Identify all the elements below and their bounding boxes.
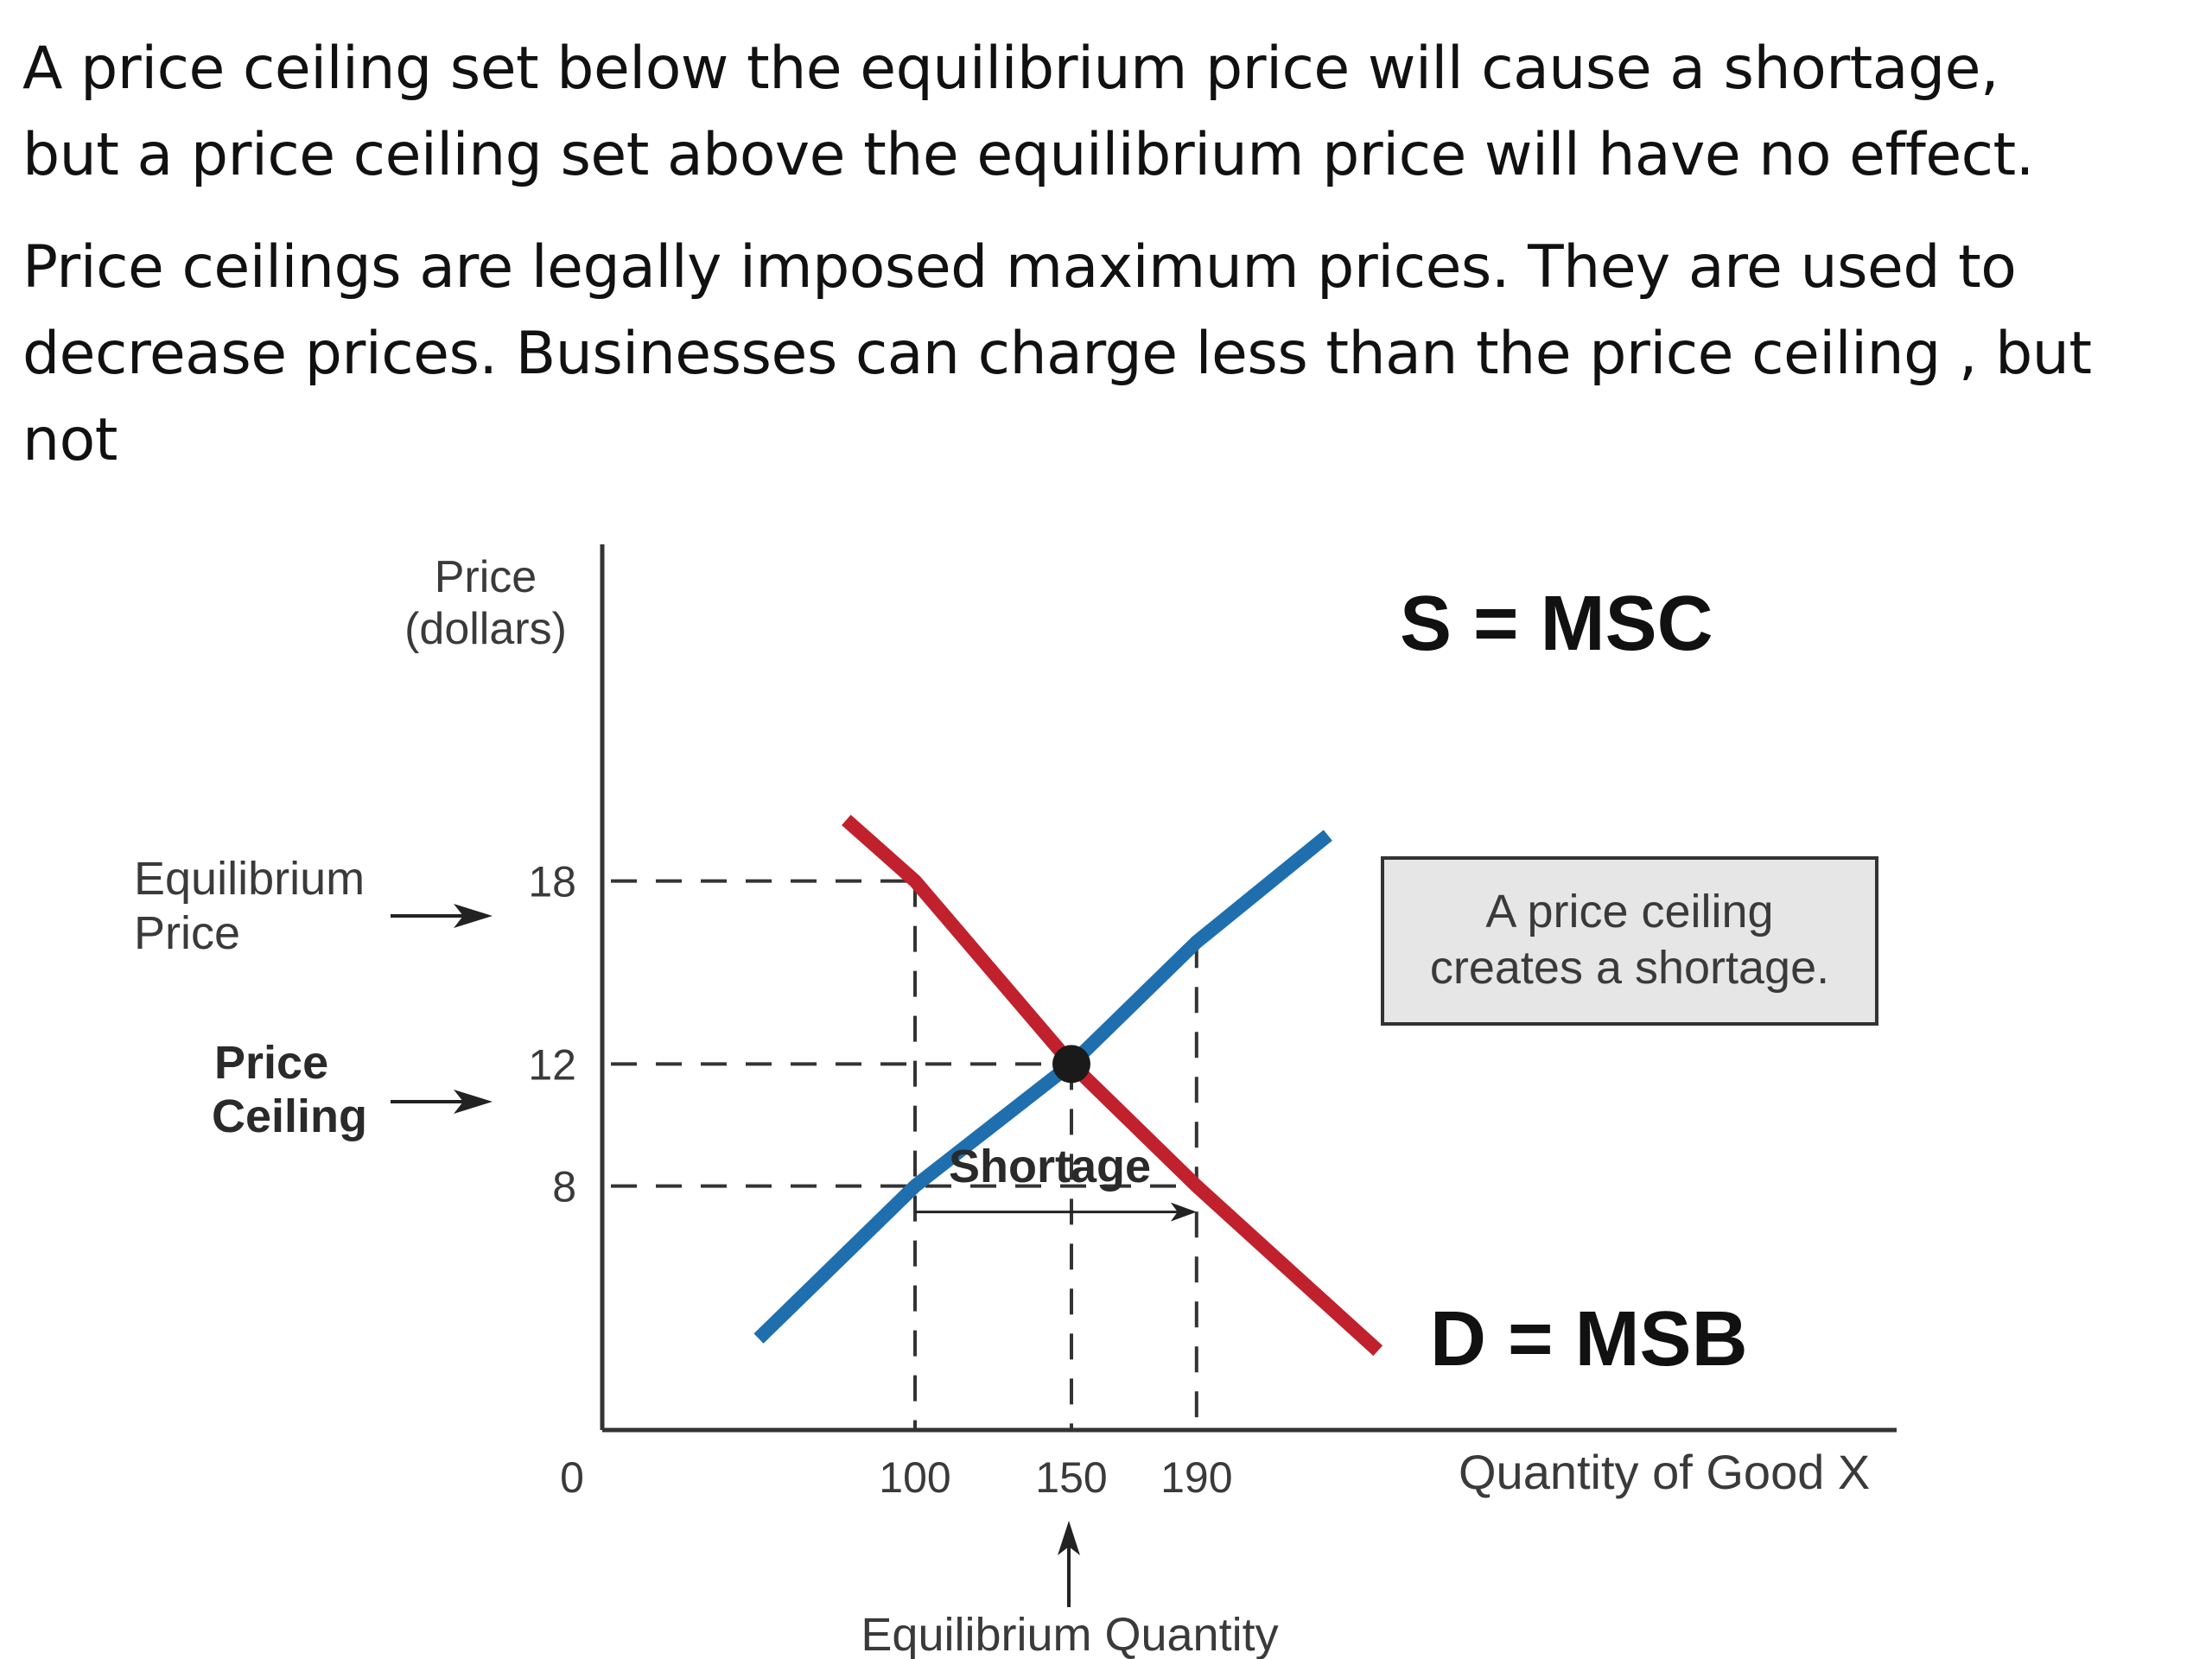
demand-curve-label: D = MSB bbox=[1430, 1296, 1748, 1382]
shortage-bracket bbox=[915, 1202, 1197, 1222]
shortage-label: Shortage bbox=[949, 1141, 1151, 1192]
y-axis-label-line2: (dollars) bbox=[404, 604, 567, 654]
equilibrium-point bbox=[1052, 1045, 1090, 1084]
chart-axes bbox=[600, 544, 1897, 1433]
x-tick-label-100: 100 bbox=[879, 1453, 950, 1502]
price-ceiling-label-line1: Price bbox=[214, 1037, 328, 1089]
equilibrium-price-label-line1: Equilibrium bbox=[134, 853, 365, 905]
chart-annotations: Price (dollars) Quantity of Good X 0 Equ… bbox=[134, 552, 1878, 1659]
callout-text-line2: creates a shortage. bbox=[1430, 942, 1829, 994]
supply-curve-label: S = MSC bbox=[1400, 581, 1713, 667]
y-tick-label-12: 12 bbox=[528, 1040, 576, 1089]
x-axis-label: Quantity of Good X bbox=[1459, 1445, 1870, 1499]
equilibrium-quantity-label: Equilibrium Quantity bbox=[861, 1609, 1278, 1659]
price-ceiling-label-line2: Ceiling bbox=[212, 1090, 367, 1142]
callout-text-line1: A price ceiling bbox=[1485, 886, 1773, 938]
y-axis-label-line1: Price bbox=[435, 552, 537, 602]
callout-box bbox=[1381, 856, 1878, 1026]
demand-curve bbox=[842, 815, 1383, 1357]
y-tick-label-18: 18 bbox=[528, 858, 576, 906]
equilibrium-price-arrow-icon bbox=[391, 904, 493, 928]
tick-labels: 18 12 8 100 150 190 bbox=[528, 858, 1232, 1502]
intro-paragraph: A price ceiling set below the equilibriu… bbox=[22, 35, 2034, 189]
equilibrium-price-label-line2: Price bbox=[134, 907, 240, 959]
price-ceiling-arrow-icon bbox=[391, 1090, 493, 1114]
x-tick-label-150: 150 bbox=[1035, 1453, 1107, 1502]
origin-label: 0 bbox=[560, 1453, 584, 1502]
curves bbox=[753, 815, 1383, 1357]
question-paragraph: Price ceilings are legally imposed maxim… bbox=[22, 233, 2092, 474]
y-tick-label-8: 8 bbox=[552, 1163, 576, 1211]
slide-text-region: A price ceiling set below the equilibriu… bbox=[0, 0, 2212, 475]
x-tick-label-190: 190 bbox=[1160, 1453, 1232, 1502]
equilibrium-quantity-arrow-icon bbox=[1058, 1521, 1080, 1607]
supply-curve bbox=[753, 830, 1332, 1344]
slide-text: A price ceiling set below the equilibriu… bbox=[22, 26, 2183, 475]
